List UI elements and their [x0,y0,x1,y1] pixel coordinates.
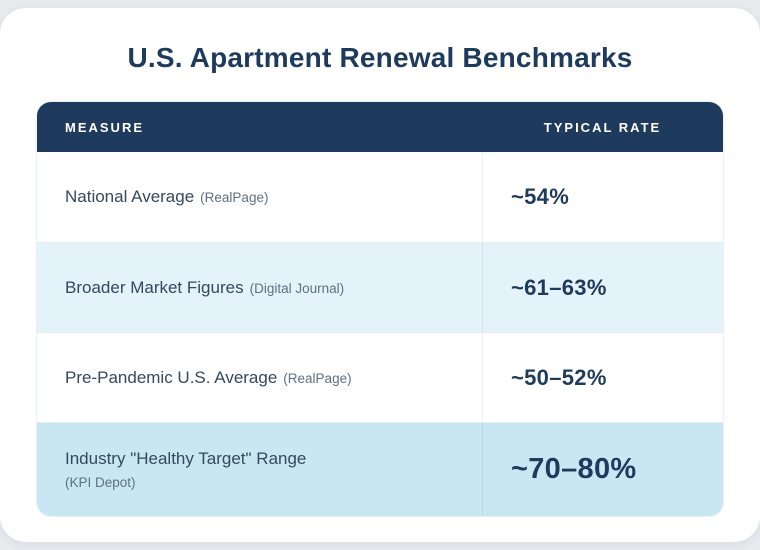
table-row: Industry "Healthy Target" Range (KPI Depo… [37,422,723,516]
column-header-measure: MEASURE [65,119,145,135]
source-label: (RealPage) [200,190,269,205]
rate-value: ~50–52% [511,364,607,390]
measure-cell: Pre-Pandemic U.S. Average (RealPage) [37,333,482,422]
measure-text-wrap: Pre-Pandemic U.S. Average (RealPage) [65,366,352,390]
rate-value: ~70–80% [511,453,637,485]
page-title: U.S. Apartment Renewal Benchmarks [127,42,633,73]
table-header: MEASURE TYPICAL RATE [37,102,723,152]
measure-cell: Industry "Healthy Target" Range (KPI Depo… [37,423,482,516]
source-label: (Digital Journal) [249,280,345,296]
source-label: (RealPage) [283,370,352,386]
rate-cell: ~70–80% [482,423,723,516]
rate-value: ~54% [511,184,570,209]
measure-text-wrap: Broader Market Figures (Digital Journal) [65,276,344,300]
rate-cell: ~50–52% [482,333,723,422]
table-row: Broader Market Figures (Digital Journal) … [37,242,723,332]
measure-label: Pre-Pandemic U.S. Average [65,367,278,387]
rate-cell: ~61–63% [482,243,723,332]
table-row: National Average (RealPage) ~54% [37,152,723,242]
rate-cell: ~54% [482,152,723,242]
table-row: Pre-Pandemic U.S. Average (RealPage) ~50–… [37,332,723,422]
measure-text-wrap: Industry "Healthy Target" Range (KPI Depo… [65,447,306,492]
measure-label: Broader Market Figures [65,277,244,297]
measure-cell: Broader Market Figures (Digital Journal) [37,243,482,332]
column-header-rate: TYPICAL RATE [543,119,662,135]
source-label: (KPI Depot) [65,475,136,490]
measure-label: National Average [65,187,195,206]
measure-cell: National Average (RealPage) [37,152,482,242]
card: U.S. Apartment Renewal Benchmarks MEASUR… [0,8,760,542]
rate-value: ~61–63% [511,274,607,300]
measure-text-wrap: National Average (RealPage) [65,185,268,209]
measure-label: Industry "Healthy Target" Range [65,449,307,468]
benchmarks-table: MEASURE TYPICAL RATE National Average (Re… [37,102,723,516]
